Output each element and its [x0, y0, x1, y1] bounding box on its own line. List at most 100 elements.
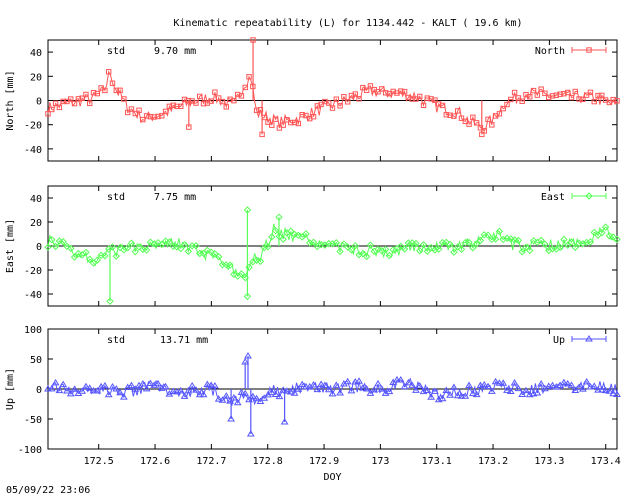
up-data-point — [484, 382, 492, 390]
up-data-point — [93, 387, 102, 394]
north-data-point — [542, 90, 548, 96]
up-data-point — [119, 393, 128, 400]
east-data-point — [499, 235, 507, 244]
north-ytick-label: -40 — [24, 145, 42, 156]
east-data-point — [579, 240, 587, 248]
north-spike-point — [259, 131, 265, 138]
north-data-point — [56, 104, 63, 111]
up-data-point — [267, 388, 276, 396]
north-data-point — [432, 97, 438, 103]
up-data-point — [366, 389, 375, 396]
north-data-point — [405, 94, 412, 101]
north-data-point — [174, 103, 180, 110]
north-data-point — [530, 87, 537, 94]
north-data-point — [477, 125, 484, 131]
east-data-point — [108, 243, 117, 251]
east-data-point — [598, 229, 606, 237]
up-data-point — [169, 387, 178, 394]
east-data-point — [290, 230, 299, 239]
north-data-point — [284, 117, 290, 123]
north-data-point — [288, 119, 294, 126]
north-data-point — [79, 95, 85, 101]
east-data-point — [226, 261, 234, 269]
north-data-point — [132, 110, 138, 117]
north-data-point — [212, 89, 218, 95]
north-data-point — [436, 101, 442, 107]
up-data-point — [290, 389, 299, 396]
north-data-point — [458, 115, 465, 121]
east-data-point — [70, 253, 79, 261]
up-data-point — [131, 385, 140, 392]
east-data-point — [472, 240, 481, 248]
up-series-line — [47, 377, 618, 407]
up-data-point — [63, 387, 71, 394]
up-data-point — [55, 386, 64, 394]
north-data-point — [599, 92, 605, 99]
east-data-point — [309, 238, 318, 246]
east-data-point — [199, 249, 208, 258]
east-data-point — [457, 245, 466, 254]
north-data-point — [557, 91, 563, 97]
up-data-point — [537, 380, 546, 387]
up-data-point — [461, 392, 470, 399]
up-data-point — [298, 380, 307, 388]
east-data-point — [142, 246, 151, 254]
north-data-point — [420, 102, 427, 109]
x-tick-label: 172.5 — [84, 456, 114, 467]
north-data-point — [534, 92, 541, 98]
up-ytick-label: -100 — [18, 445, 42, 456]
up-data-point — [256, 397, 265, 405]
east-data-point — [355, 251, 363, 259]
east-data-point — [518, 248, 526, 256]
north-data-point — [337, 103, 343, 109]
up-data-point — [396, 375, 405, 383]
up-data-point — [161, 382, 170, 390]
east-data-point — [180, 240, 189, 249]
up-data-point — [510, 379, 519, 386]
east-data-point — [135, 243, 143, 251]
east-std-value: 7.75 mm — [154, 192, 196, 203]
up-data-point — [192, 386, 200, 393]
east-data-point — [158, 240, 166, 249]
north-data-point — [45, 111, 51, 117]
north-data-point — [200, 100, 207, 107]
east-data-point — [86, 255, 94, 263]
east-data-point — [67, 244, 75, 253]
up-data-point — [613, 390, 621, 398]
east-data-point — [260, 243, 268, 252]
north-data-point — [489, 122, 495, 128]
up-spike-point — [280, 418, 289, 425]
up-data-point — [260, 394, 269, 401]
north-legend-label: North — [535, 46, 565, 57]
north-data-point — [572, 88, 578, 95]
up-data-point — [142, 384, 151, 392]
up-spike-point — [241, 358, 250, 365]
up-data-point — [101, 381, 109, 389]
x-tick-label: 172.8 — [253, 456, 283, 467]
up-legend-marker — [585, 335, 593, 342]
up-data-point — [487, 387, 496, 394]
north-data-point — [52, 100, 59, 107]
north-data-point — [568, 94, 575, 101]
east-data-point — [82, 248, 90, 257]
east-data-point — [154, 238, 162, 247]
up-data-point — [499, 379, 508, 386]
east-data-point — [328, 240, 337, 248]
north-data-point — [333, 96, 339, 102]
north-data-point — [428, 96, 434, 102]
up-ytick-label: 50 — [30, 355, 42, 366]
up-data-point — [317, 380, 326, 387]
east-data-point — [146, 238, 155, 246]
north-data-point — [538, 86, 544, 92]
up-data-point — [203, 380, 212, 388]
east-data-point — [59, 238, 67, 246]
north-data-point — [500, 105, 506, 112]
north-data-point — [583, 92, 590, 98]
up-spike-point — [246, 430, 255, 437]
east-data-point — [343, 243, 352, 251]
north-data-point — [473, 120, 480, 126]
east-data-point — [74, 249, 83, 258]
up-data-point — [104, 390, 113, 398]
